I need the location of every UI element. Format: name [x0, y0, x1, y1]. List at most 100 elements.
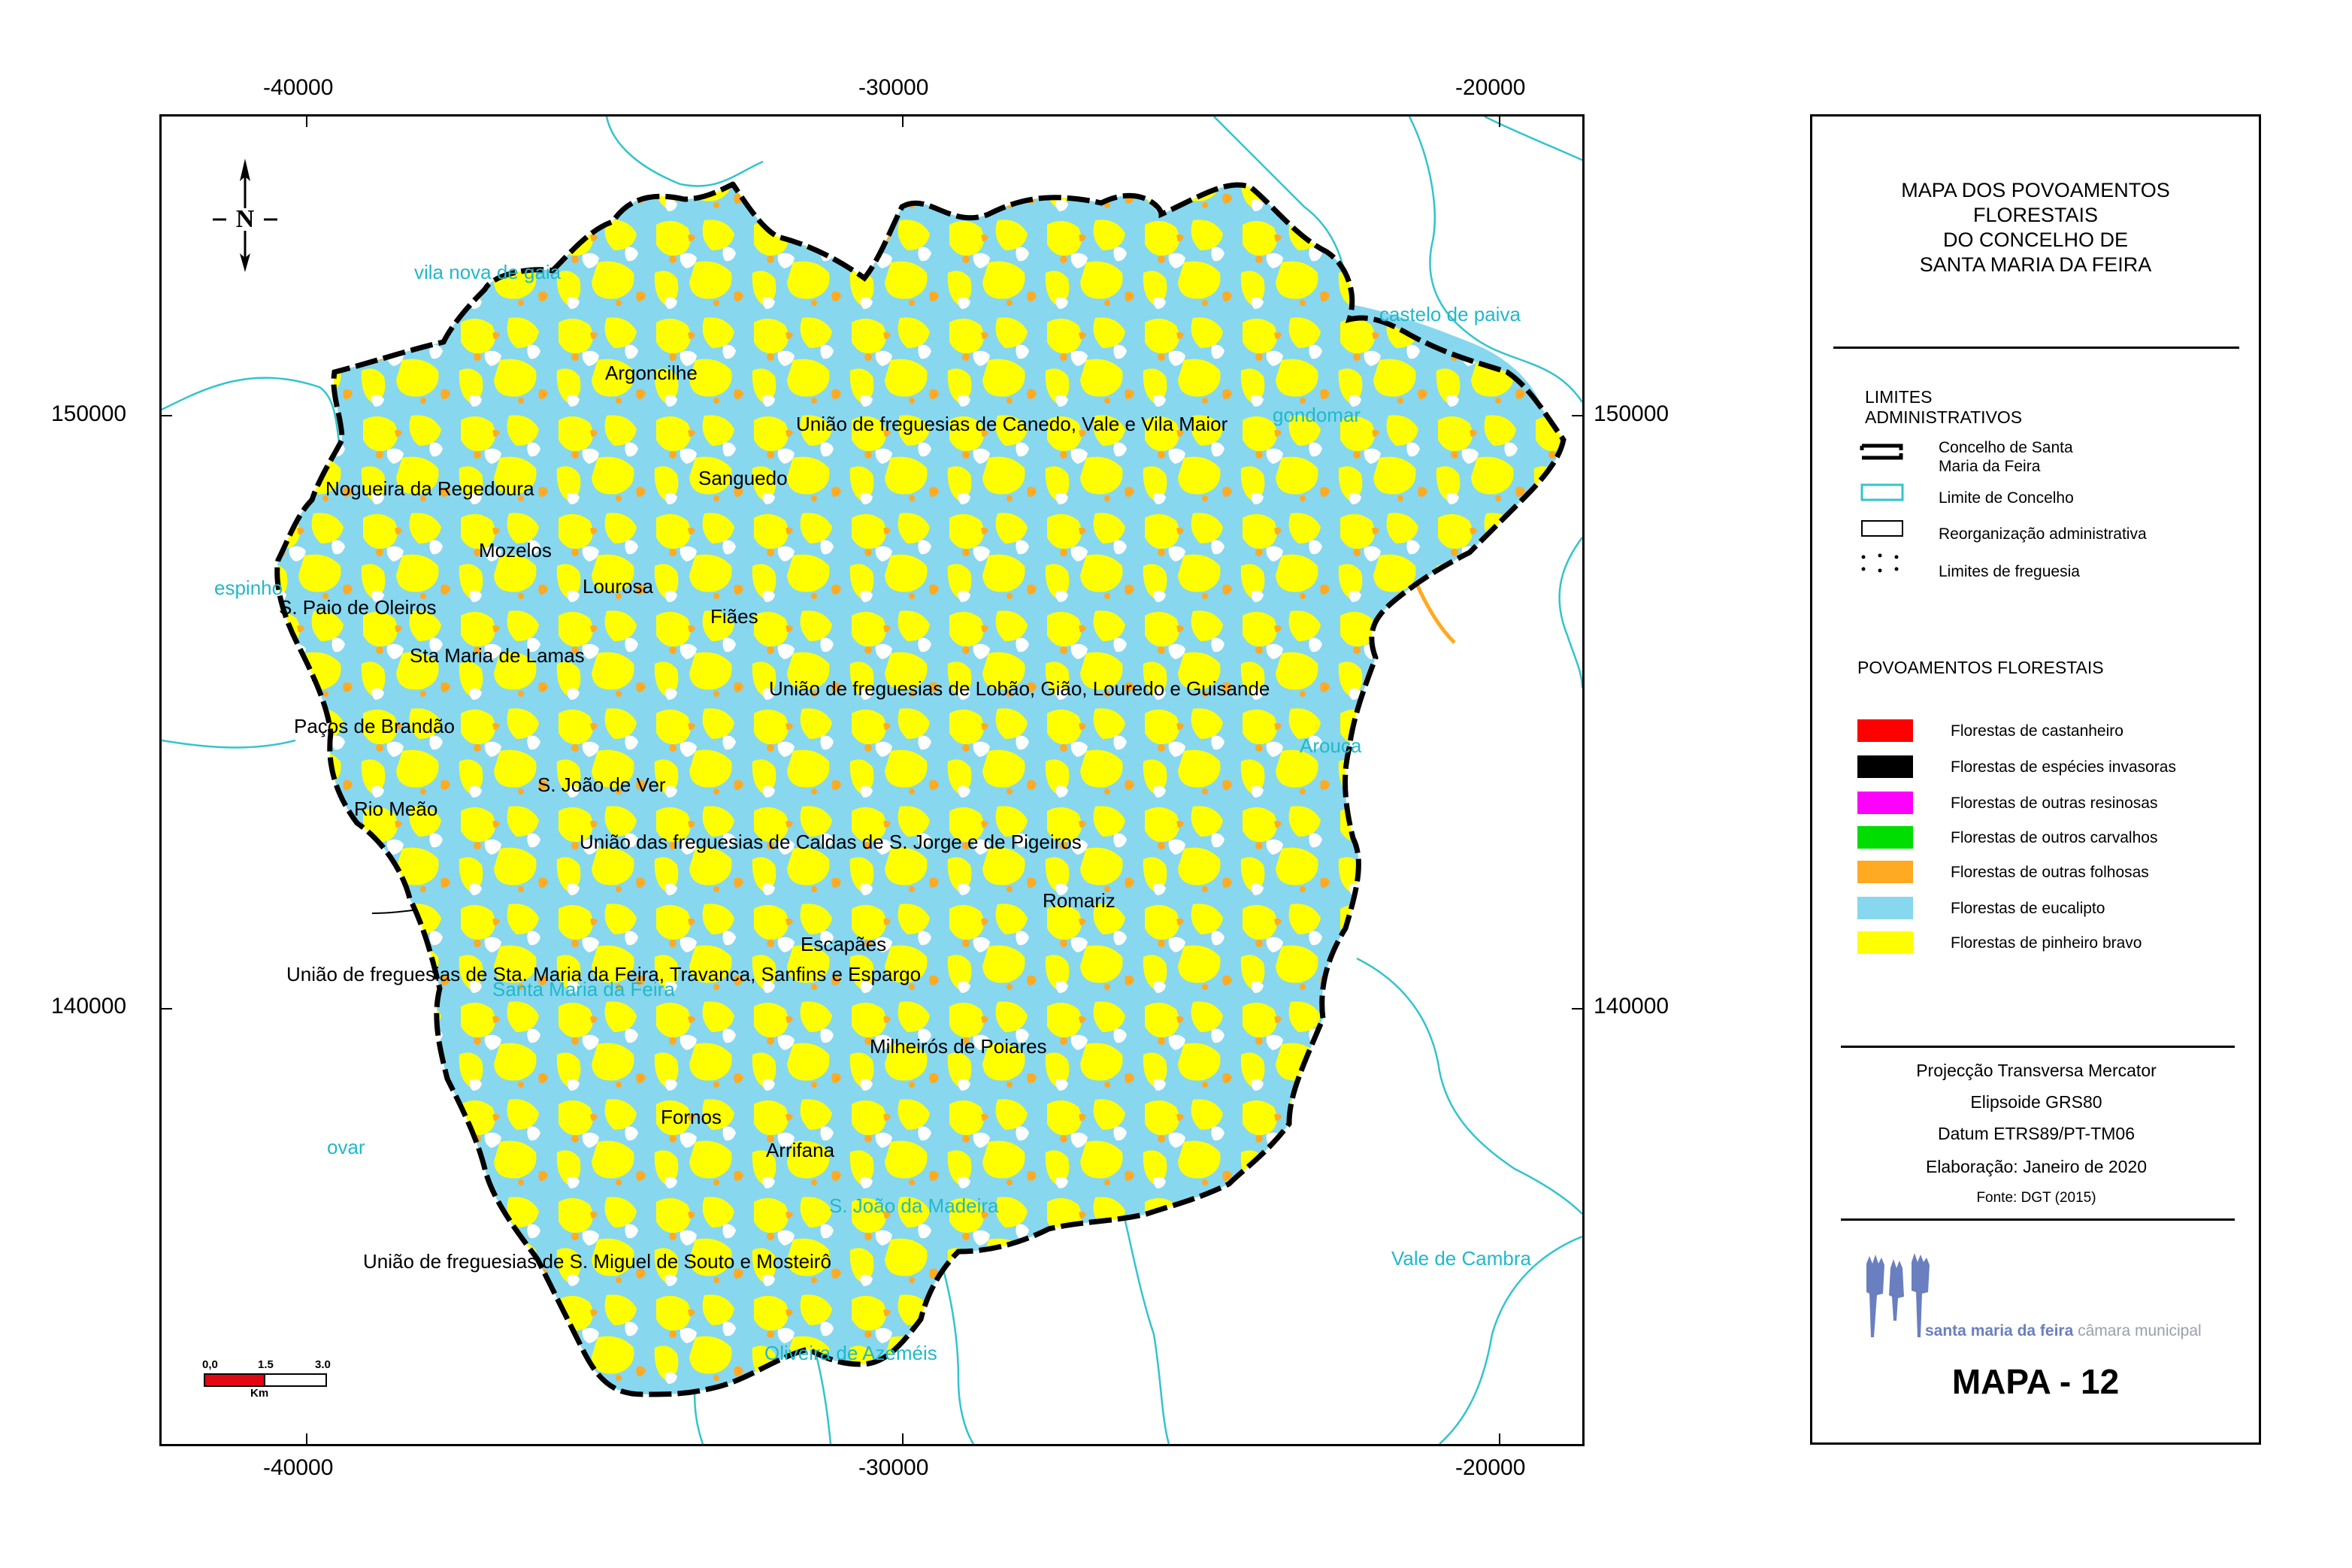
admin-symbols — [1860, 443, 1904, 573]
feira-logo-icon — [1866, 1253, 1930, 1337]
limite-concelho-symbol — [1860, 483, 1904, 501]
label-feira-union: União de freguesias de Sta. Maria da Fei… — [286, 963, 922, 985]
graticule-ticks — [162, 117, 1582, 1444]
legend-resinosas: Florestas de outras resinosas — [1951, 795, 2158, 812]
label-canedo: União de freguesias de Canedo, Vale e Vi… — [796, 413, 1228, 435]
y-tick-right-2: 140000 — [1594, 994, 1669, 1019]
map-canvas — [162, 117, 1582, 1444]
panel-title: MAPA DOS POVOAMENTOS FLORESTAIS DO CONCE… — [1812, 178, 2259, 277]
legend-invasoras: Florestas de espécies invasoras — [1951, 758, 2176, 776]
scalebar-red-segment — [204, 1373, 267, 1387]
map-frame: N 0,0 1.5 3.0 Km vila nova de gaia caste… — [159, 114, 1585, 1446]
label-sao-joao-de-ver: S. João de Ver — [537, 773, 666, 796]
label-santa-maria-da-feira: Santa Maria da Feira — [492, 978, 675, 1000]
concelho-feira-symbol — [1860, 443, 1903, 460]
scalebar: 0,0 1.5 3.0 Km — [202, 1358, 338, 1411]
swatch-eucalipto — [1857, 897, 1913, 919]
label-castelo-de-paiva: castelo de paiva — [1379, 303, 1521, 325]
label-sta-maria-de-lamas: Sta Maria de Lamas — [410, 644, 585, 667]
legend-folhosas: Florestas de outras folhosas — [1951, 864, 2149, 881]
label-pacos-de-brandao: Paços de Brandão — [294, 715, 455, 737]
label-espinho: espinho — [214, 577, 283, 599]
panel-divider-1 — [1833, 347, 2239, 349]
label-sao-paio-de-oleiros: S. Paio de Oleiros — [279, 596, 437, 619]
label-vila-nova-de-gaia: vila nova de gaia — [414, 261, 562, 283]
x-tick-top-3: -20000 — [1455, 75, 1526, 100]
admin-item-freguesia: Limites de freguesia — [1939, 563, 2080, 580]
label-ovar: ovar — [327, 1136, 365, 1158]
north-arrow: N — [211, 156, 279, 276]
admin-heading-line-2: ADMINISTRATIVOS — [1865, 407, 2023, 427]
scalebar-unit: Km — [250, 1387, 269, 1400]
label-mozelos: Mozelos — [479, 539, 552, 562]
panel-title-line-4: SANTA MARIA DA FEIRA — [1919, 253, 2152, 276]
label-nogueira: Nogueira da Regedoura — [325, 477, 534, 500]
panel-title-line-2: FLORESTAIS — [1972, 204, 2099, 226]
swatch-invasoras — [1857, 755, 1913, 778]
swatch-carvalhos — [1857, 826, 1913, 849]
reorganizacao-symbol — [1861, 520, 1903, 537]
scalebar-label-2: 3.0 — [315, 1358, 331, 1371]
projection-line-3: Datum ETRS89/PT-TM06 — [1937, 1124, 2136, 1143]
label-escapaes: Escapães — [801, 933, 887, 955]
legend-eucalipto: Florestas de eucalipto — [1951, 900, 2105, 917]
admin-item-reorganizacao: Reorganização administrativa — [1939, 525, 2147, 543]
scalebar-label-0: 0,0 — [202, 1358, 218, 1371]
label-oliveira-de-azemeis: Oliveira de Azeméis — [764, 1342, 937, 1364]
label-romariz: Romariz — [1043, 889, 1115, 912]
label-argoncilhe: Argoncilhe — [605, 362, 698, 384]
logo-brand: santa maria da feira — [1925, 1322, 2074, 1339]
scalebar-label-1: 1.5 — [258, 1358, 274, 1371]
label-sanguedo: Sanguedo — [698, 467, 788, 489]
forest-heading: POVOAMENTOS FLORESTAIS — [1857, 658, 2104, 677]
label-gondomar: gondomar — [1273, 404, 1361, 426]
label-fiaes: Fiães — [710, 605, 758, 628]
swatch-pinheiro — [1857, 931, 1913, 954]
x-tick-bottom-1: -40000 — [263, 1455, 334, 1480]
swatch-resinosas — [1857, 792, 1913, 814]
label-lourosa: Lourosa — [583, 575, 653, 598]
north-arrow-icon — [213, 159, 277, 272]
admin-heading: LIMITES ADMINISTRATIVOS — [1865, 387, 2022, 428]
scalebar-white-segment — [264, 1373, 327, 1387]
admin-item-concelho-line-1: Concelho de Santa — [1939, 439, 2073, 456]
x-tick-bottom-2: -30000 — [858, 1455, 929, 1480]
admin-item-limite-concelho: Limite de Concelho — [1939, 489, 2074, 507]
label-arouca: Arouca — [1300, 734, 1362, 757]
label-rio-meao: Rio Meão — [354, 798, 438, 820]
logo-text: santa maria da feira câmara municipal — [1925, 1322, 2202, 1340]
swatch-castanheiro — [1857, 719, 1913, 742]
panel-divider-3 — [1841, 1218, 2235, 1221]
label-fornos: Fornos — [661, 1106, 722, 1128]
swatch-folhosas — [1857, 861, 1913, 883]
limites-freguesia-symbol — [1861, 553, 1899, 573]
label-lobao: União de freguesias de Lobão, Gião, Lour… — [769, 677, 1270, 700]
y-tick-right-1: 150000 — [1594, 401, 1669, 426]
north-label: N — [235, 205, 255, 233]
label-milheiros: Milheirós de Poiares — [870, 1035, 1047, 1058]
label-sao-joao-da-madeira: S. João da Madeira — [829, 1194, 999, 1217]
label-arrifana: Arrifana — [766, 1139, 835, 1161]
projection-line-1: Projecção Transversa Mercator — [1916, 1061, 2157, 1080]
admin-heading-line-1: LIMITES — [1865, 387, 1933, 407]
projection-line-5: Fonte: DGT (2015) — [1976, 1190, 2096, 1206]
panel-title-line-3: DO CONCELHO DE — [1942, 229, 2129, 251]
logo-sub: câmara municipal — [2078, 1322, 2202, 1339]
admin-item-concelho-line-2: Maria da Feira — [1939, 458, 2041, 475]
admin-item-concelho: Concelho de Santa Maria da Feira — [1939, 438, 2073, 476]
legend-panel: MAPA DOS POVOAMENTOS FLORESTAIS DO CONCE… — [1810, 114, 2261, 1445]
y-tick-left-1: 150000 — [51, 401, 127, 426]
label-vale-de-cambra: Vale de Cambra — [1391, 1247, 1531, 1270]
legend-pinheiro: Florestas de pinheiro bravo — [1951, 934, 2142, 952]
y-tick-left-2: 140000 — [51, 994, 127, 1019]
projection-line-4: Elaboração: Janeiro de 2020 — [1925, 1157, 2148, 1176]
panel-divider-2 — [1841, 1046, 2235, 1048]
x-tick-bottom-3: -20000 — [1455, 1455, 1526, 1480]
x-tick-top-1: -40000 — [263, 75, 334, 100]
legend-castanheiro: Florestas de castanheiro — [1951, 722, 2123, 740]
map-number: MAPA - 12 — [1951, 1362, 2120, 1401]
label-souto: União de freguesias de S. Miguel de Sout… — [363, 1250, 831, 1273]
x-tick-top-2: -30000 — [858, 75, 929, 100]
projection-line-2: Elipsoide GRS80 — [1970, 1092, 2102, 1112]
label-caldas: União das freguesias de Caldas de S. Jor… — [580, 831, 1082, 853]
